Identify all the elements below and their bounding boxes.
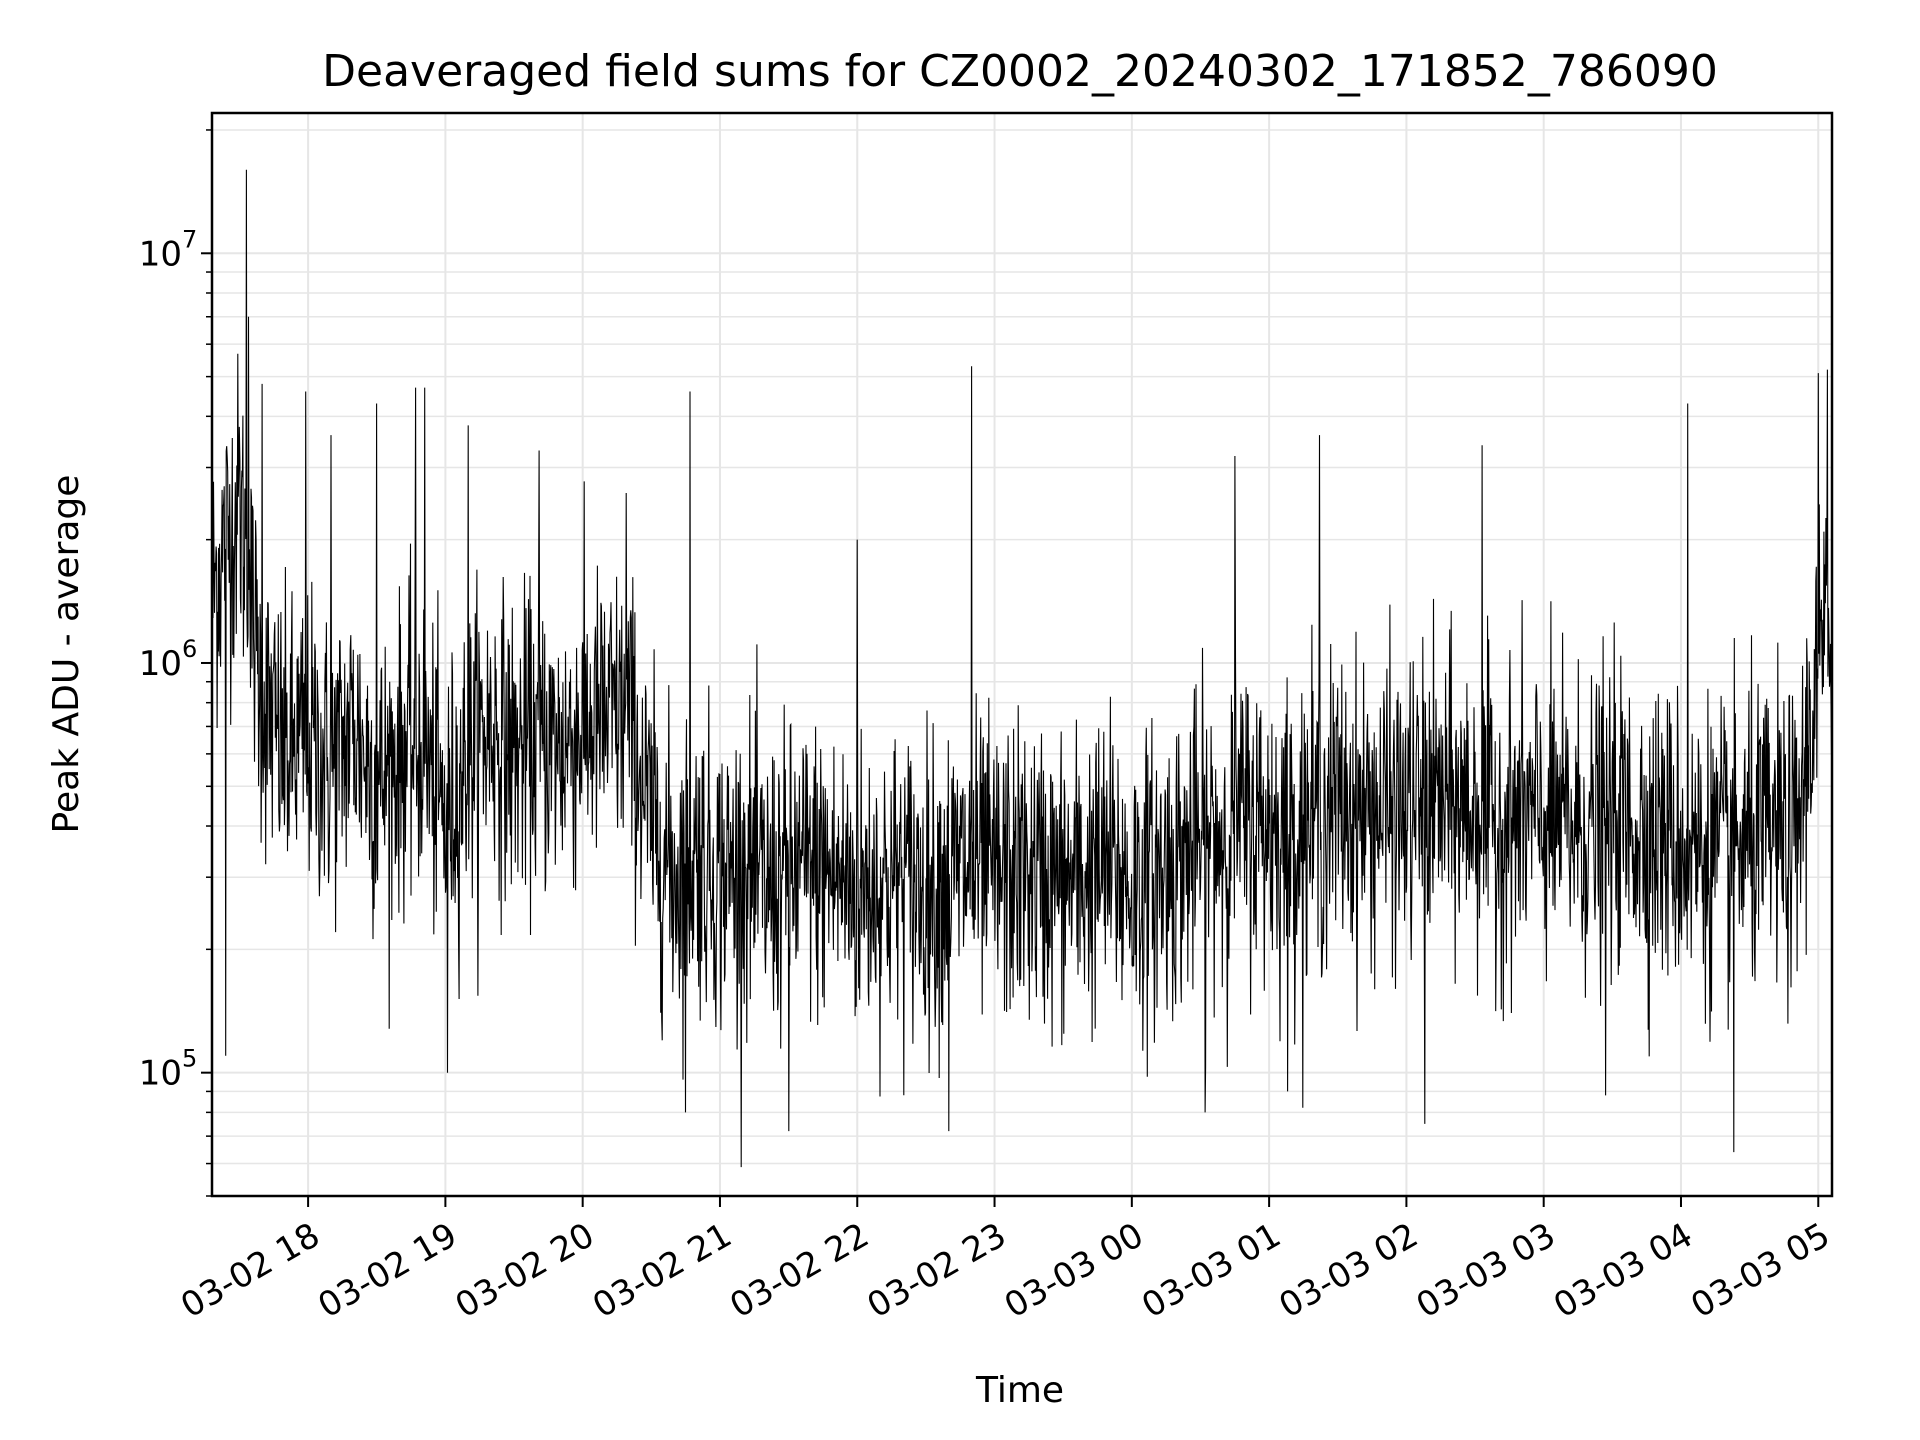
series-line (211, 169, 1833, 1168)
data-layer (211, 169, 1833, 1168)
plot-background (212, 113, 1832, 1196)
plot-area (210, 111, 1834, 1198)
y-axis-label: Peak ADU - average (46, 475, 87, 834)
chart-title: Deaveraged field sums for CZ0002_2024030… (322, 46, 1718, 97)
y-tick-label: 106 (139, 635, 198, 684)
plot-frame (210, 111, 1834, 1198)
x-axis-label: Time (975, 1370, 1064, 1411)
